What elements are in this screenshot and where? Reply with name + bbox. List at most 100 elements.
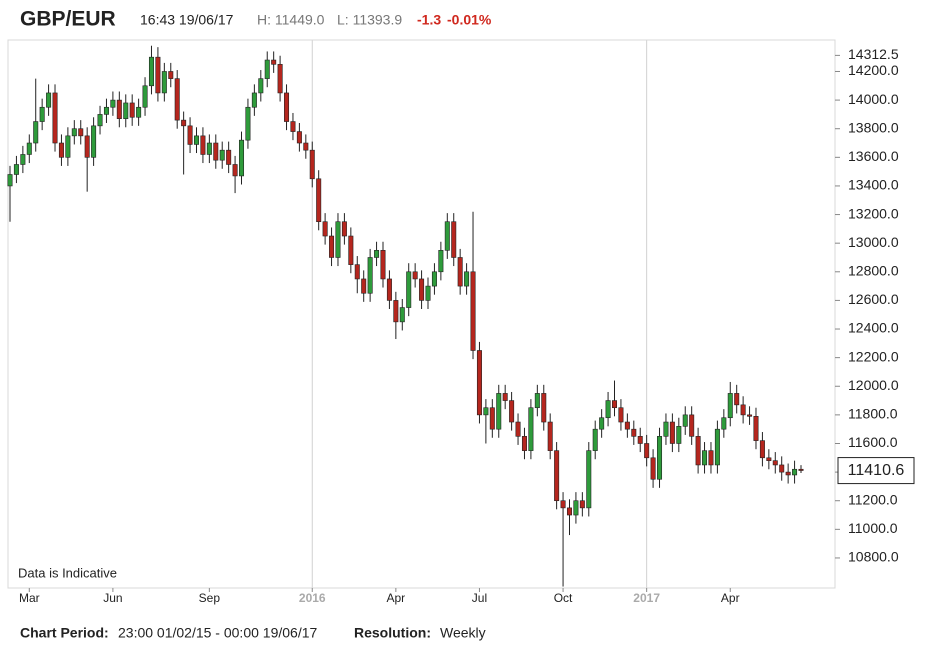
x-tick-label: 2017 [633,591,660,605]
candle-body [258,78,264,94]
candle-body [97,114,103,127]
candle-body [110,99,116,108]
candle-body [657,436,663,480]
candle-body [412,271,418,280]
x-tick-label: Oct [554,591,573,605]
candle-body [785,471,791,476]
candle-body [264,59,270,79]
candle-body [193,135,199,145]
candle-body [702,450,708,466]
last-price-label: 11410.6 [848,462,905,479]
pair-title: GBP/EUR [20,8,116,31]
candle-body [116,99,122,119]
candle-body [232,164,238,177]
candle-body [573,500,579,516]
candle-body [46,92,52,108]
candle-body [52,92,58,144]
candle-body [586,450,592,509]
y-tick-label: 12000.0 [848,377,899,393]
candle-body [753,416,759,441]
candle-body [734,393,740,406]
candle-body [309,149,315,180]
candle-body [766,457,772,461]
candle-body [39,106,45,122]
candle-body [759,440,765,459]
candle-body [161,71,167,94]
change: -1.3 [417,12,441,28]
candle-body [123,102,129,119]
candle-body [676,426,682,444]
candle-body [644,443,650,459]
candle-body [406,271,412,308]
y-tick-label: 13200.0 [848,205,899,221]
resolution-label: Resolution: [354,625,431,641]
candle-body [239,139,245,177]
candle-body [708,450,714,466]
plot-frame [7,39,836,589]
candle-body [78,128,84,137]
candle-body [129,102,135,118]
x-tick-label: 2016 [299,591,326,605]
candle-body [431,271,437,287]
low-price: L: 11393.9 [337,12,402,28]
candle-body [689,414,695,437]
candle-body [425,285,431,301]
candle-body [779,464,785,473]
period-label: Chart Period: [20,625,109,641]
x-tick-label: Jul [472,591,487,605]
candle-body [393,300,399,323]
candle-body [348,235,354,265]
y-tick-label: 11000.0 [848,520,898,536]
candle-body [457,257,463,287]
candle-body [277,64,283,94]
candle-body [419,278,425,301]
candle-body [721,417,727,430]
y-tick-label: 13400.0 [848,177,899,193]
candle-body [438,250,444,273]
candle-body [470,271,476,351]
x-tick-label: Jun [103,591,122,605]
candle-body [374,250,380,258]
candle-body [444,221,450,251]
candle-body [509,400,515,423]
candle-body [290,121,296,132]
candle-body [476,350,482,416]
y-tick-label: 11600.0 [848,434,898,450]
candle-body [618,407,624,423]
x-tick-label: Sep [199,591,221,605]
candle-body [271,59,277,65]
candle-body [155,56,161,94]
y-tick-label: 13600.0 [848,148,899,164]
candle-body [200,135,206,155]
y-tick-label: 12400.0 [848,320,899,336]
candle-body [148,56,154,87]
candle-body [515,421,521,437]
y-tick-label: 12200.0 [848,348,899,364]
candle-body [367,257,373,294]
candle-body [521,436,527,451]
y-tick-label: 13800.0 [848,119,899,135]
candle-body [650,457,656,480]
candle-body [566,507,572,516]
candle-body [682,414,688,427]
candle-body [669,421,675,444]
y-tick-label: 12800.0 [848,262,899,278]
candle-body [637,436,643,444]
candle-body [496,393,502,430]
candle-body [740,404,746,416]
candle-body [303,142,309,151]
candle-body [599,417,605,430]
y-tick-label: 12600.0 [848,291,899,307]
candle-body [251,92,257,108]
candle-body [136,106,142,118]
candle-body [772,460,778,466]
candle-body [58,142,64,158]
change-percent: -0.01% [447,12,492,28]
candle-body [605,400,611,419]
annotation: Data is Indicative [18,565,117,580]
candle-body [489,407,495,430]
candle-body [631,428,637,437]
candle-body [560,500,566,509]
candle-body [84,135,90,158]
candle-body [206,142,212,155]
